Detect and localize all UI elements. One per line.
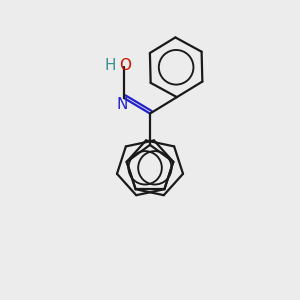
Text: H: H <box>104 58 116 73</box>
Text: N: N <box>117 97 128 112</box>
Text: O: O <box>119 58 131 74</box>
